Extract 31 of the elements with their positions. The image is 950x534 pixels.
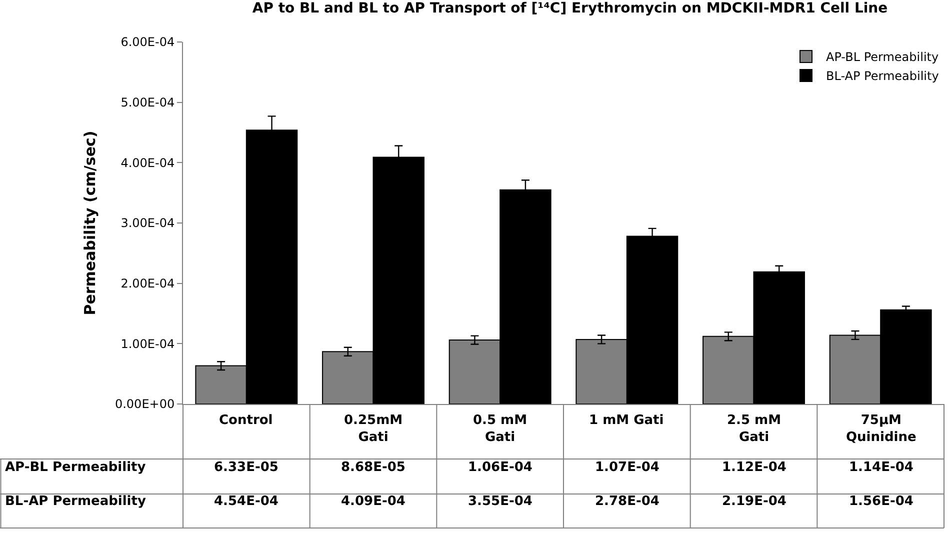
y-tick-label: 3.00E-04 — [120, 216, 175, 230]
y-tick-label: 0.00E+00 — [114, 397, 175, 412]
x-tick-label: 75µM Quinidine — [846, 413, 916, 445]
data-label: 1.56E-04 — [849, 494, 914, 509]
data-label: 1.12E-04 — [722, 460, 786, 475]
data-label: 1.14E-04 — [849, 460, 914, 475]
chart-title: AP to BL and BL to AP Transport of [¹⁴C] Erythromycin on MDCKII-MDR1 Cell Line — [252, 0, 888, 16]
data-label: 2.78E-04 — [595, 494, 660, 509]
data-label: 3.55E-04 — [468, 494, 532, 509]
legend-label: AP-BL Permeability — [826, 50, 939, 64]
x-tick-label: 0.25mM Gati — [344, 413, 403, 445]
x-tick-label: 0.5 mM Gati — [473, 413, 528, 445]
data-label: 6.33E-05 — [214, 460, 278, 475]
data-label: 1.06E-04 — [468, 460, 532, 475]
legend-label: BL-AP Permeability — [826, 69, 939, 84]
data-label: 8.68E-05 — [341, 460, 406, 475]
data-label: 4.09E-04 — [341, 494, 406, 509]
data-label: 2.19E-04 — [722, 494, 786, 509]
y-tick-label: 1.00E-04 — [120, 336, 175, 351]
y-tick-label: 6.00E-04 — [120, 35, 175, 50]
x-tick-label: Control — [219, 413, 273, 428]
text: AP-BL Permeability — [5, 460, 146, 475]
y-tick-label: 4.00E-04 — [120, 156, 175, 170]
y-tick-label: 2.00E-04 — [120, 276, 175, 291]
y-axis-title: Permeability (cm/sec) — [81, 130, 100, 316]
x-tick-label: 1 mM Gati — [589, 413, 664, 428]
data-label: 4.54E-04 — [214, 494, 278, 509]
y-tick-label: 5.00E-04 — [120, 96, 175, 110]
x-tick-label: 2.5 mM Gati — [727, 413, 782, 445]
text: BL-AP Permeability — [5, 494, 146, 509]
data-label: 1.07E-04 — [595, 460, 660, 475]
